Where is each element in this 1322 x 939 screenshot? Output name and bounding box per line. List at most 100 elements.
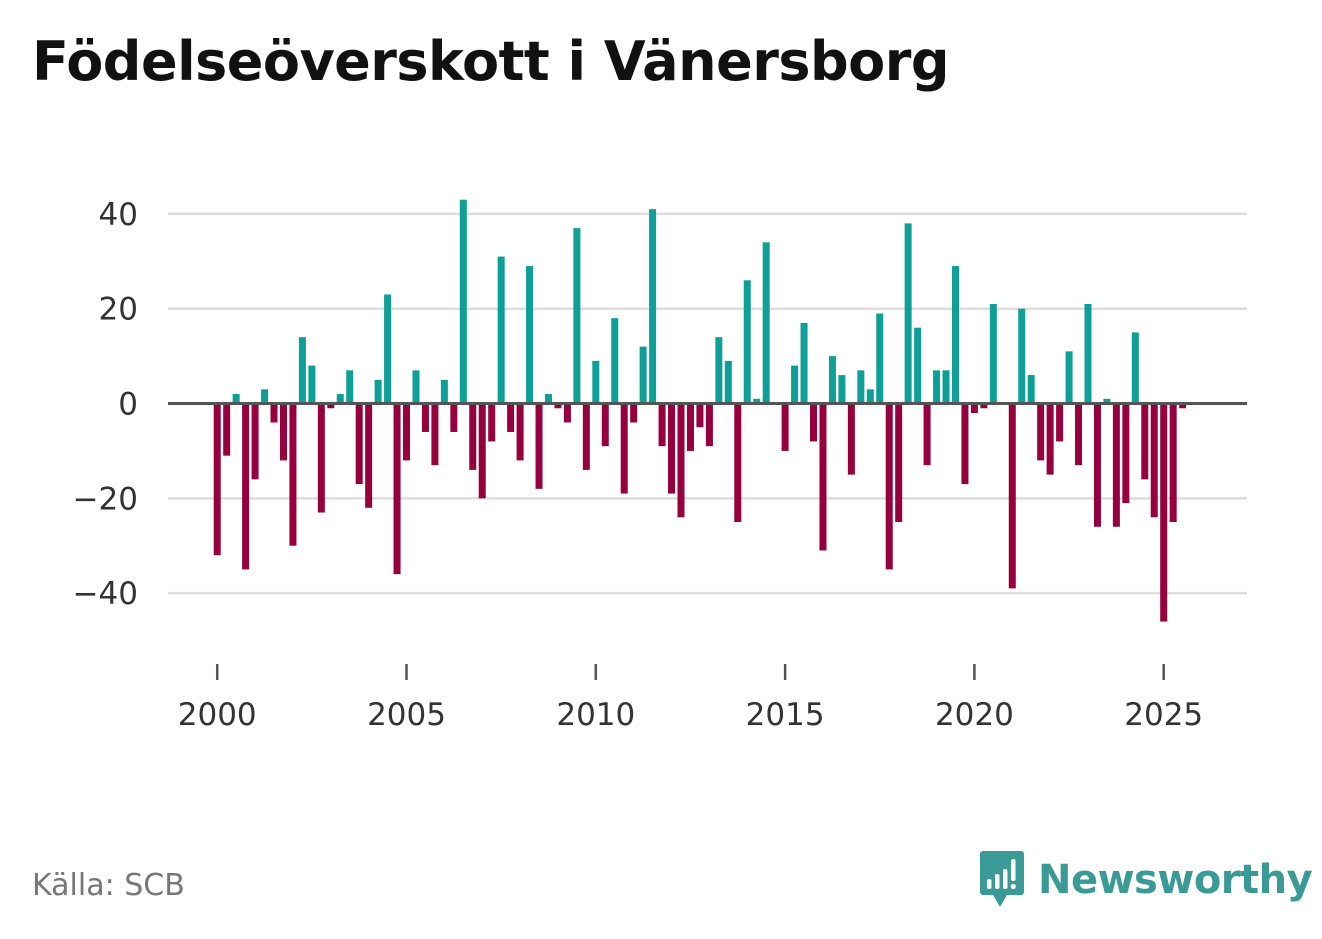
bar <box>989 303 997 404</box>
bar <box>279 403 287 461</box>
bar <box>308 365 316 404</box>
bar <box>970 403 978 413</box>
bar <box>374 379 382 404</box>
bar <box>933 370 941 404</box>
bar <box>1169 403 1177 523</box>
bar <box>686 403 694 451</box>
bar <box>649 209 657 404</box>
bar <box>876 313 884 404</box>
bar <box>810 403 818 442</box>
bar <box>384 294 392 404</box>
bar <box>857 370 865 404</box>
bar <box>1093 403 1101 527</box>
bar <box>1084 303 1092 404</box>
source-note: Källa: SCB <box>32 868 185 903</box>
x-tick-label: 2005 <box>367 697 446 733</box>
chart-title: Födelseöverskott i Vänersborg <box>32 30 950 93</box>
bar <box>696 403 704 428</box>
bar <box>1075 403 1083 466</box>
bar <box>611 318 619 404</box>
x-tick-label: 2000 <box>178 697 257 733</box>
bar <box>592 360 600 404</box>
bar <box>393 403 401 575</box>
bar <box>507 403 515 432</box>
bar <box>242 403 250 570</box>
bar <box>1037 403 1045 461</box>
x-tick-label: 2010 <box>556 697 635 733</box>
y-axis: 40 20 0 −20 −40 <box>73 197 138 612</box>
bar <box>743 280 751 404</box>
bar <box>582 403 590 470</box>
newsworthy-logo[interactable]: Newsworthy <box>978 848 1313 912</box>
bar <box>1141 403 1149 480</box>
y-tick-label: −40 <box>73 576 138 612</box>
bar <box>819 403 827 551</box>
bar <box>497 256 505 404</box>
bar <box>904 223 912 404</box>
bar <box>639 346 647 404</box>
bar <box>980 403 988 409</box>
bar <box>289 403 297 546</box>
bar <box>403 403 411 461</box>
bar <box>1056 403 1064 442</box>
bar <box>885 403 893 570</box>
bar <box>1179 403 1187 409</box>
bar <box>261 389 269 404</box>
bar <box>516 403 524 461</box>
bar <box>705 403 713 447</box>
y-tick-label: 0 <box>118 387 138 423</box>
bar <box>838 375 846 404</box>
bar <box>800 322 808 404</box>
x-tick-label: 2015 <box>746 697 825 733</box>
bar <box>270 403 278 423</box>
bar <box>327 403 335 409</box>
y-tick-label: 40 <box>99 197 138 233</box>
bar <box>1065 351 1073 404</box>
bar <box>336 394 344 404</box>
bar <box>895 403 903 523</box>
bar <box>658 403 666 447</box>
bar <box>762 242 770 404</box>
brand-name: Newsworthy <box>1038 857 1313 903</box>
bar <box>431 403 439 466</box>
bar <box>355 403 363 485</box>
bar <box>1008 403 1016 589</box>
bar <box>440 379 448 404</box>
bar <box>1103 398 1111 404</box>
bar <box>526 266 534 404</box>
y-tick-label: −20 <box>73 481 138 517</box>
bar <box>544 394 552 404</box>
bar <box>791 365 799 404</box>
bar <box>1018 308 1026 404</box>
bar <box>232 394 240 404</box>
bar <box>535 403 543 489</box>
bar <box>1046 403 1054 475</box>
bar <box>753 398 761 404</box>
x-tick-label: 2020 <box>935 697 1014 733</box>
bar <box>942 370 950 404</box>
bar <box>223 403 231 456</box>
bar <box>620 403 628 494</box>
bar <box>298 337 306 404</box>
y-tick-label: 20 <box>99 292 138 328</box>
bar <box>1131 332 1139 404</box>
bar <box>213 403 221 556</box>
bar <box>1027 375 1035 404</box>
bar <box>1150 403 1158 518</box>
bar <box>459 199 467 404</box>
bar <box>601 403 609 447</box>
bar <box>961 403 969 485</box>
bar <box>1160 403 1168 622</box>
bar <box>450 403 458 432</box>
bar <box>478 403 486 499</box>
x-axis: 2000 2005 2010 2015 2020 2025 <box>178 664 1203 733</box>
bar <box>630 403 638 423</box>
bar <box>251 403 259 480</box>
bar <box>346 370 354 404</box>
bar <box>317 403 325 513</box>
bar <box>734 403 742 523</box>
gridlines <box>168 212 1247 595</box>
bar <box>923 403 931 466</box>
bar-series <box>213 199 1187 622</box>
